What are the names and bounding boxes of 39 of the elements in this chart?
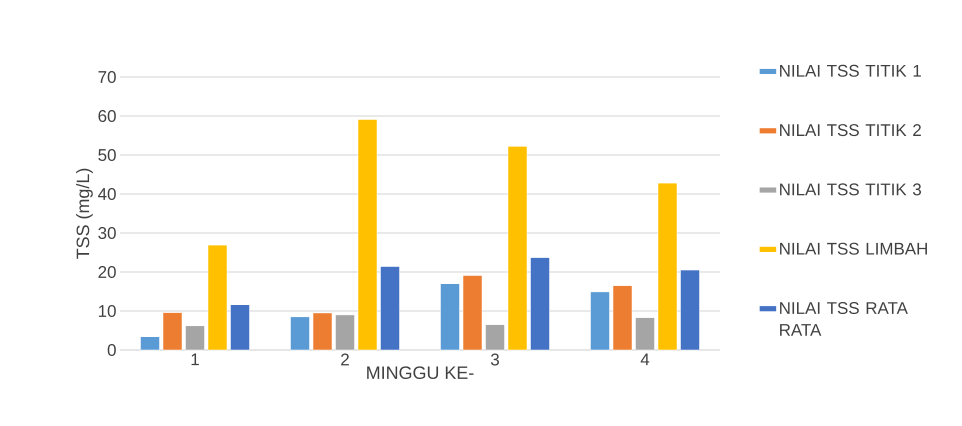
y-tick-label: 60: [98, 110, 116, 122]
bar: [612, 285, 632, 350]
bar: [440, 283, 460, 350]
bar: [162, 312, 182, 350]
bar: [380, 266, 400, 350]
bar: [462, 275, 482, 350]
bar: [485, 324, 505, 350]
y-tick-label: 0: [108, 344, 116, 356]
bar: [185, 326, 205, 350]
bar: [590, 292, 610, 350]
x-tick-label: 1: [192, 354, 199, 366]
y-axis-title: TSS (mg/L): [76, 168, 93, 259]
bar: [290, 316, 310, 350]
legend-label: NILAI TSS TITIK 3: [780, 183, 921, 196]
legend-label: NILAI TSS RATA RATA: [780, 302, 908, 336]
legend-label: NILAI TSS LIMBAH: [780, 242, 927, 255]
bar: [140, 336, 160, 350]
x-tick-label: 2: [341, 354, 349, 366]
y-tick-label: 20: [98, 266, 116, 278]
bar: [530, 257, 550, 350]
bar: [312, 312, 332, 350]
bar: [358, 119, 378, 350]
y-tick-label: 50: [98, 149, 116, 162]
bar: [658, 182, 678, 350]
bar: [635, 317, 655, 350]
legend-label: NILAI TSS TITIK 1: [780, 64, 921, 77]
y-tick-label: 10: [98, 305, 116, 318]
y-tick-label: 40: [98, 188, 116, 200]
y-tick-label: 70: [98, 71, 116, 84]
y-tick-label: 30: [98, 227, 116, 240]
bar: [680, 270, 700, 350]
bar: [508, 146, 528, 350]
legend-label: NILAI TSS TITIK 2: [780, 124, 921, 136]
bar: [208, 244, 228, 350]
x-tick-label: 3: [490, 354, 499, 366]
bar: [230, 304, 250, 350]
x-axis-title: MINGGU KE-: [367, 366, 474, 380]
bar: [335, 314, 355, 350]
x-tick-label: 4: [640, 354, 650, 366]
